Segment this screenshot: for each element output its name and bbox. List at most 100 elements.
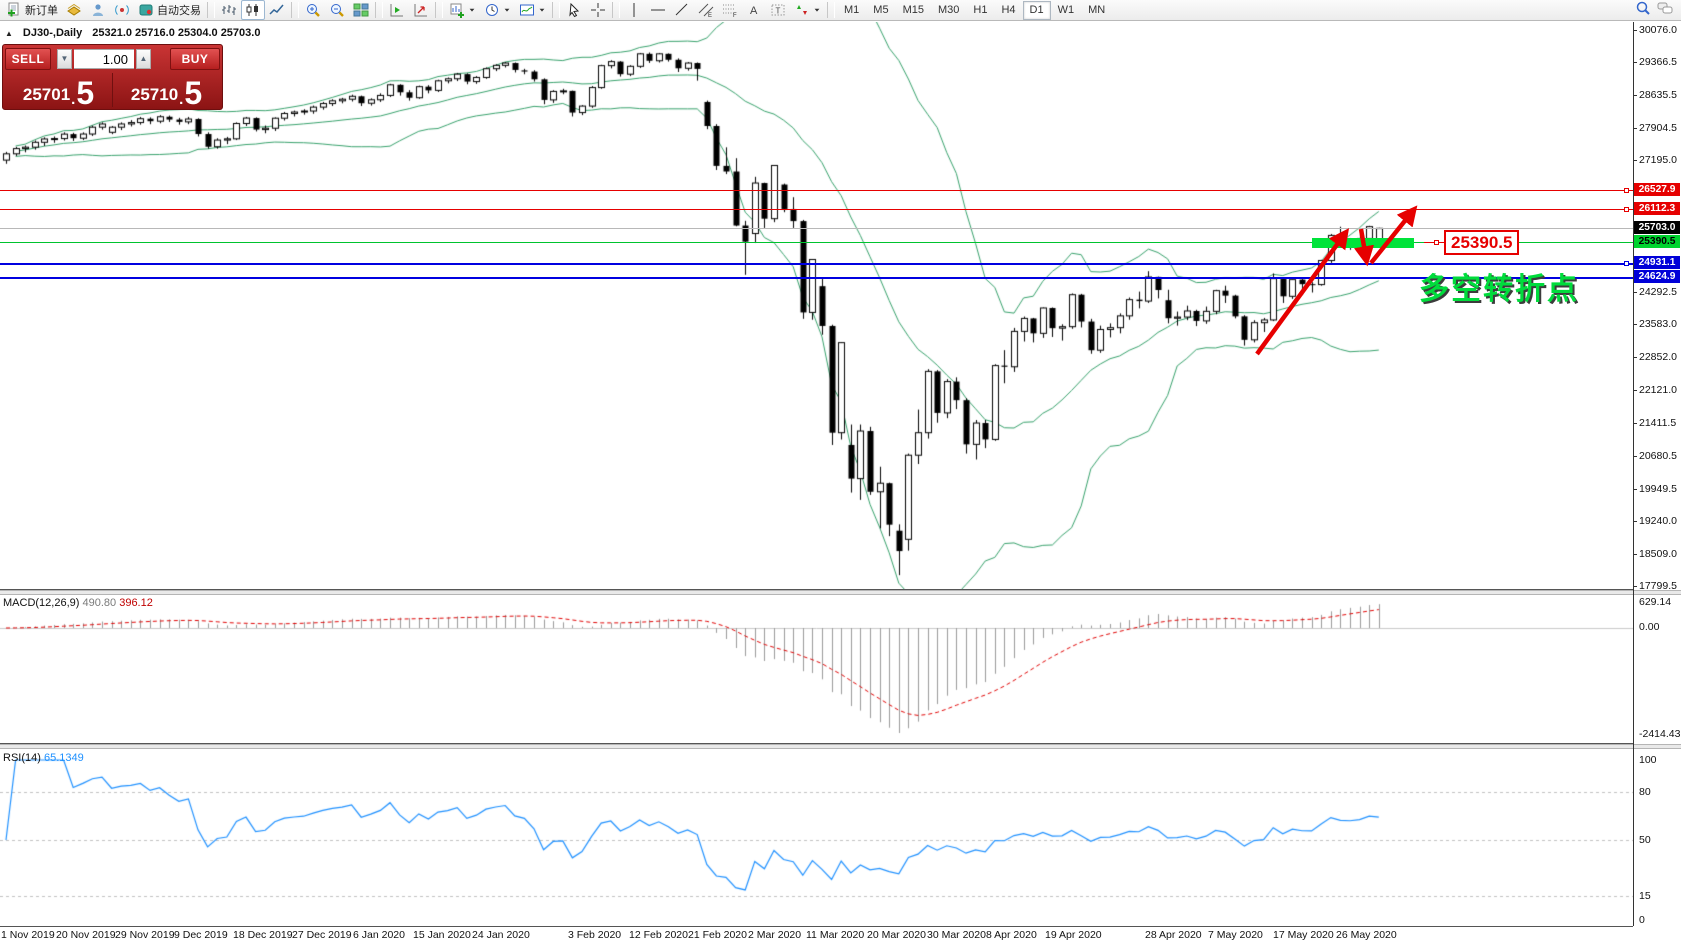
line-handle-resistance-2[interactable] [1624,207,1629,212]
price-tick-label[interactable]: 24292.5 [1639,286,1677,298]
price-tick-label[interactable]: 23583.0 [1639,318,1677,330]
macd-axis-label[interactable]: 0.00 [1639,621,1660,633]
toolbar-button-autotrading[interactable]: 自动交易 [134,0,205,20]
timeframe-M1[interactable]: M1 [844,3,860,16]
volume-increase-button[interactable]: ▲ [136,49,151,69]
hline-support-2[interactable] [0,277,1633,279]
rsi-level-label[interactable]: 0 [1639,914,1645,926]
pane-separator-1[interactable] [0,590,1681,595]
line-handle-support-1[interactable] [1624,261,1629,266]
price-tick-label[interactable]: 30076.0 [1639,24,1677,36]
price-tick[interactable] [1633,95,1637,96]
time-axis-label[interactable]: 24 Jan 2020 [472,929,530,941]
time-axis-label[interactable]: 29 Nov 2019 [115,929,175,941]
time-axis-label[interactable]: 19 Apr 2020 [1045,929,1102,941]
toolbar-button-signals[interactable] [110,0,134,20]
price-tick[interactable] [1633,456,1637,457]
toolbar-button-trendline[interactable] [670,0,694,20]
toolbar-button-search[interactable] [1635,0,1651,21]
time-axis-label[interactable]: 26 May 2020 [1336,929,1397,941]
toolbar-button-chart-shift[interactable] [409,0,433,20]
toolbar-button-chat[interactable] [1657,0,1673,21]
macd-canvas[interactable] [0,593,1633,743]
line-handle-resistance-1[interactable] [1624,188,1629,193]
toolbar-button-templates[interactable] [515,0,550,20]
time-axis-label[interactable]: 20 Nov 2019 [56,929,116,941]
volume-decrease-button[interactable]: ▼ [57,49,72,69]
hline-pivot-green[interactable] [0,242,1633,243]
timeframe-D1[interactable]: D1 [1022,0,1051,20]
toolbar-button-text-label[interactable]: T [766,0,790,20]
price-tick-label[interactable]: 20680.5 [1639,450,1677,462]
toolbar-button-auto-scroll[interactable] [385,0,409,20]
toolbar-button-cursor[interactable] [562,0,586,20]
price-tick[interactable] [1633,160,1637,161]
hline-resistance-1[interactable] [0,190,1633,191]
price-tick[interactable] [1633,521,1637,522]
green-zone-rectangle[interactable] [1312,238,1414,248]
toolbar-button-bar-chart[interactable] [217,0,241,20]
price-tick-label[interactable]: 27904.5 [1639,122,1677,134]
toolbar-button-crosshair[interactable] [586,0,610,20]
price-tick-label[interactable]: 22121.0 [1639,384,1677,396]
time-axis-label[interactable]: 30 Mar 2020 [927,929,986,941]
time-axis-label[interactable]: 12 Feb 2020 [629,929,688,941]
rsi-level-label[interactable]: 15 [1639,890,1651,902]
time-axis-label[interactable]: 9 Dec 2019 [174,929,228,941]
timeframe-H1[interactable]: H1 [973,3,988,16]
time-axis-label[interactable]: 11 Mar 2020 [806,929,865,941]
price-tick[interactable] [1633,554,1637,555]
time-axis-label[interactable]: 8 Apr 2020 [986,929,1037,941]
time-axis-label[interactable]: 28 Apr 2020 [1145,929,1202,941]
time-axis-label[interactable]: 3 Feb 2020 [568,929,622,941]
time-axis-label[interactable]: 21 Feb 2020 [688,929,747,941]
toolbar-button-arrows[interactable] [790,0,825,20]
rsi-level-label[interactable]: 80 [1639,786,1651,798]
toolbar-button-zoom-out[interactable] [325,0,349,20]
buy-button[interactable]: BUY [170,48,220,70]
price-tick[interactable] [1633,30,1637,31]
price-tick[interactable] [1633,128,1637,129]
volume-input[interactable] [74,49,134,69]
price-tick[interactable] [1633,489,1637,490]
rsi-level-label[interactable]: 100 [1639,754,1657,766]
price-tick[interactable] [1633,62,1637,63]
time-axis-label[interactable]: 7 May 2020 [1208,929,1263,941]
timeframe-MN[interactable]: MN [1088,3,1106,16]
price-callout-label[interactable]: 25390.5 [1444,230,1520,255]
price-tick-label[interactable]: 18509.0 [1639,548,1677,560]
timeframe-H4[interactable]: H4 [1001,3,1016,16]
time-axis-label[interactable]: 1 Nov 2019 [1,929,55,941]
price-tick-label[interactable]: 17799.5 [1639,580,1677,592]
price-tick-label[interactable]: 27195.0 [1639,154,1677,166]
rsi-level-label[interactable]: 50 [1639,834,1651,846]
time-axis-label[interactable]: 2 Mar 2020 [748,929,802,941]
time-axis-label[interactable]: 15 Jan 2020 [413,929,471,941]
toolbar-button-candle-chart[interactable] [241,0,265,20]
toolbar-button-fibonacci[interactable]: F [718,0,742,20]
timeframe-M30[interactable]: M30 [937,3,960,16]
price-tick-label[interactable]: 19240.0 [1639,515,1677,527]
toolbar-button-zoom-in[interactable] [301,0,325,20]
time-axis-label[interactable]: 6 Jan 2020 [353,929,405,941]
macd-axis-label[interactable]: 629.14 [1639,596,1672,608]
toolbar-button-text[interactable]: A [742,0,766,20]
rsi-canvas[interactable] [0,747,1633,926]
toolbar-button-profile[interactable] [86,0,110,20]
buy-price[interactable]: 25710 . 5 [113,71,220,109]
toolbar-button-equidistant-channel[interactable]: E [694,0,718,20]
price-tick-label[interactable]: 29366.5 [1639,56,1677,68]
hline-current-price[interactable] [0,228,1633,229]
hline-resistance-2[interactable] [0,209,1633,210]
callout-handle[interactable] [1434,240,1439,245]
toolbar-button-vertical-line[interactable] [622,0,646,20]
timeframe-M5[interactable]: M5 [873,3,889,16]
price-tick-label[interactable]: 19949.5 [1639,483,1677,495]
price-tick-label[interactable]: 28635.5 [1639,89,1677,101]
timeframe-M15[interactable]: M15 [902,3,924,16]
time-axis-label[interactable]: 18 Dec 2019 [233,929,293,941]
price-tick[interactable] [1633,357,1637,358]
price-tick[interactable] [1633,423,1637,424]
timeframe-W1[interactable]: W1 [1057,3,1075,16]
toolbar-button-new-order[interactable]: 新订单 [2,0,62,20]
